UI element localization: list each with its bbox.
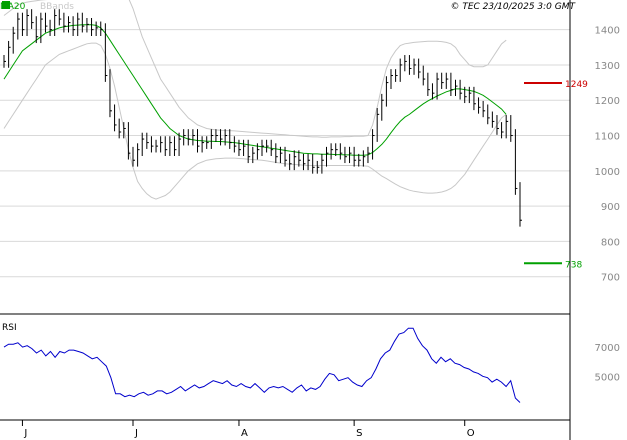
price-y-tick-label: 1200 bbox=[595, 96, 620, 107]
price-y-tick-label: 800 bbox=[601, 237, 620, 248]
legend: MA20 BBands bbox=[0, 1, 74, 12]
x-tick-label: J bbox=[134, 428, 138, 439]
bbands-lower-line bbox=[3, 42, 507, 200]
x-tick-label: J bbox=[23, 428, 27, 439]
price-bars bbox=[3, 9, 522, 227]
rsi-y-axis: 5000 7000 bbox=[595, 343, 620, 383]
x-tick-label: S bbox=[356, 428, 362, 439]
price-y-tick-label: 700 bbox=[601, 273, 620, 284]
price-y-tick-label: 1300 bbox=[595, 61, 620, 72]
resistance-label: 1249 bbox=[565, 80, 588, 90]
price-grid bbox=[0, 0, 571, 440]
price-y-tick-label: 1000 bbox=[595, 167, 620, 178]
rsi-line bbox=[3, 327, 521, 403]
x-tick-label: O bbox=[467, 428, 475, 439]
copyright-text: © TEC 23/10/2025 3:0 GMT bbox=[450, 2, 576, 12]
rsi-panel-label: RSI bbox=[2, 323, 17, 333]
rsi-line-path bbox=[3, 327, 521, 403]
price-y-tick-label: 900 bbox=[601, 202, 620, 213]
bbands-lines bbox=[3, 0, 507, 200]
price-y-tick-label: 1100 bbox=[595, 132, 620, 143]
ma20-legend-swatch bbox=[2, 1, 10, 9]
price-y-axis: 700 800 900 1000 1100 1200 1300 1400 bbox=[595, 26, 620, 284]
price-y-tick-label: 1400 bbox=[595, 26, 620, 37]
rsi-y-tick-label: 5000 bbox=[595, 372, 620, 383]
bbands-upper-line bbox=[3, 0, 507, 138]
bbands-legend-label: BBands bbox=[40, 2, 74, 12]
ma20-legend-label: MA20 bbox=[0, 2, 26, 12]
support-resistance-levels: 1249 738 bbox=[524, 80, 588, 270]
support-label: 738 bbox=[565, 260, 582, 270]
rsi-y-tick-label: 7000 bbox=[595, 343, 620, 354]
x-tick-label: A bbox=[241, 428, 248, 439]
